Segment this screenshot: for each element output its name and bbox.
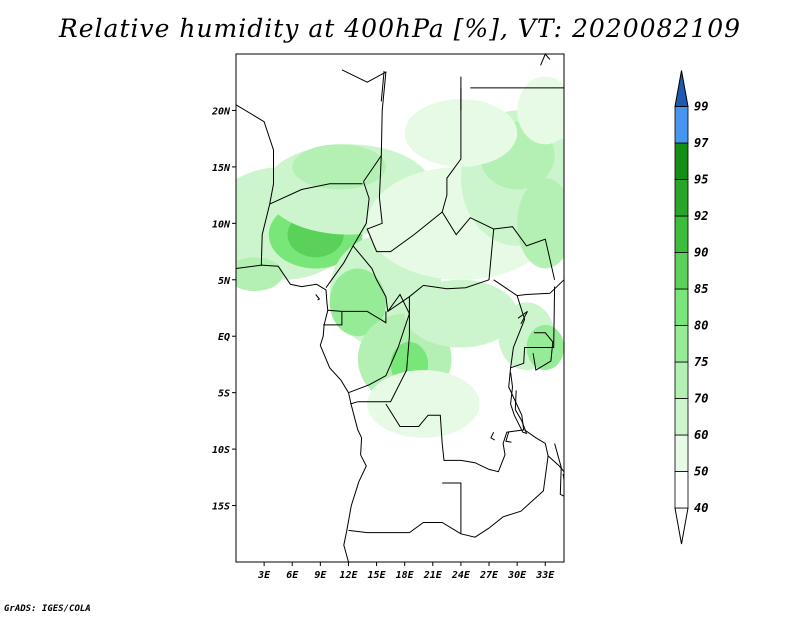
country-border (385, 295, 526, 473)
colorbar-box (674, 398, 689, 436)
humidity-patch (367, 370, 480, 438)
coastline (510, 372, 528, 435)
coastline (236, 264, 367, 562)
x-tick-label: 24E (451, 570, 471, 581)
y-tick-label: EQ (218, 332, 230, 343)
coastline (505, 432, 512, 443)
x-tick-label: 27E (479, 570, 499, 581)
y-tick-label: 15S (212, 502, 230, 513)
coastline (315, 294, 321, 301)
x-tick-label: 15E (368, 570, 387, 581)
country-border (341, 69, 387, 182)
colorbar-label: 90 (694, 246, 708, 260)
x-tick-label: 9E (314, 570, 327, 581)
country-border (380, 70, 385, 102)
country-border (269, 183, 363, 205)
humidity-shading-layer (236, 76, 564, 438)
y-tick-label: 5S (218, 389, 230, 400)
country-border (350, 296, 410, 405)
y-tick-label: 5N (218, 276, 231, 287)
colorbar-label: 50 (694, 465, 708, 479)
colorbar-box (674, 471, 689, 509)
x-tick-label: 6E (286, 570, 299, 581)
colorbar: 40 50 60 70 75 80 85 90 92 95 97 99 (674, 70, 709, 545)
country-border (493, 226, 556, 280)
axis-ticks: 3E 6E 9E 12E 15E 18E 21E 24E 27E 30E 33E 20N 15N 10N 5… (211, 106, 555, 581)
colorbar-label: 80 (694, 319, 708, 333)
colorbar-box (674, 215, 689, 253)
colorbar-box (674, 252, 689, 290)
coastline (517, 310, 528, 325)
x-tick-label: 3E (257, 570, 271, 581)
country-border (348, 293, 410, 394)
colorbar-box (674, 142, 689, 180)
y-tick-label: 15N (212, 163, 231, 174)
x-tick-label: 21E (423, 570, 443, 581)
x-tick-label: 12E (339, 570, 358, 581)
credit-label: GrADS: IGES/COLA (4, 604, 91, 614)
y-tick-label: 20N (211, 106, 231, 117)
colorbar-label: 85 (694, 282, 708, 296)
humidity-patch (517, 178, 564, 269)
humidity-patch (329, 268, 386, 337)
y-tick-label: 10S (212, 445, 230, 456)
humidity-patch (517, 76, 564, 145)
humidity-patch (292, 144, 386, 190)
country-border (547, 455, 564, 474)
coastline (490, 431, 495, 441)
boundary-layer (236, 54, 564, 562)
country-border (442, 482, 462, 534)
x-tick-label: 18E (396, 570, 415, 581)
colorbar-label: 70 (694, 392, 708, 406)
colorbar-label: 99 (694, 100, 708, 114)
country-border (460, 429, 549, 538)
colorbar-box (674, 288, 689, 326)
map-frame (235, 53, 565, 563)
colorbar-label: 95 (694, 173, 708, 187)
colorbar-label: 40 (694, 501, 708, 515)
colorbar-bottom-triangle (674, 507, 689, 545)
colorbar-box (674, 361, 689, 399)
colorbar-box (674, 325, 689, 363)
map-title: Relative humidity at 400hPa [%], VT: 202… (58, 14, 742, 43)
country-border (327, 309, 387, 324)
humidity-patch (236, 257, 283, 292)
x-tick-label: 30E (507, 570, 527, 581)
humidity-patch (404, 279, 518, 348)
colorbar-box (674, 434, 689, 472)
country-border (236, 104, 274, 266)
country-border (325, 181, 370, 288)
coastline (554, 443, 564, 497)
country-border (323, 311, 343, 326)
coastline (540, 54, 551, 66)
x-tick-label: 33E (535, 570, 555, 581)
colorbar-label: 97 (694, 136, 709, 150)
colorbar-label: 75 (694, 355, 708, 369)
country-border (348, 522, 462, 535)
colorbar-label: 60 (694, 428, 708, 442)
coastline (532, 332, 554, 371)
colorbar-top-triangle (674, 70, 689, 107)
colorbar-box (674, 179, 689, 217)
colorbar-label: 92 (694, 209, 708, 223)
country-border (510, 286, 556, 369)
colorbar-box (674, 106, 689, 144)
y-tick-label: 10N (212, 219, 231, 230)
